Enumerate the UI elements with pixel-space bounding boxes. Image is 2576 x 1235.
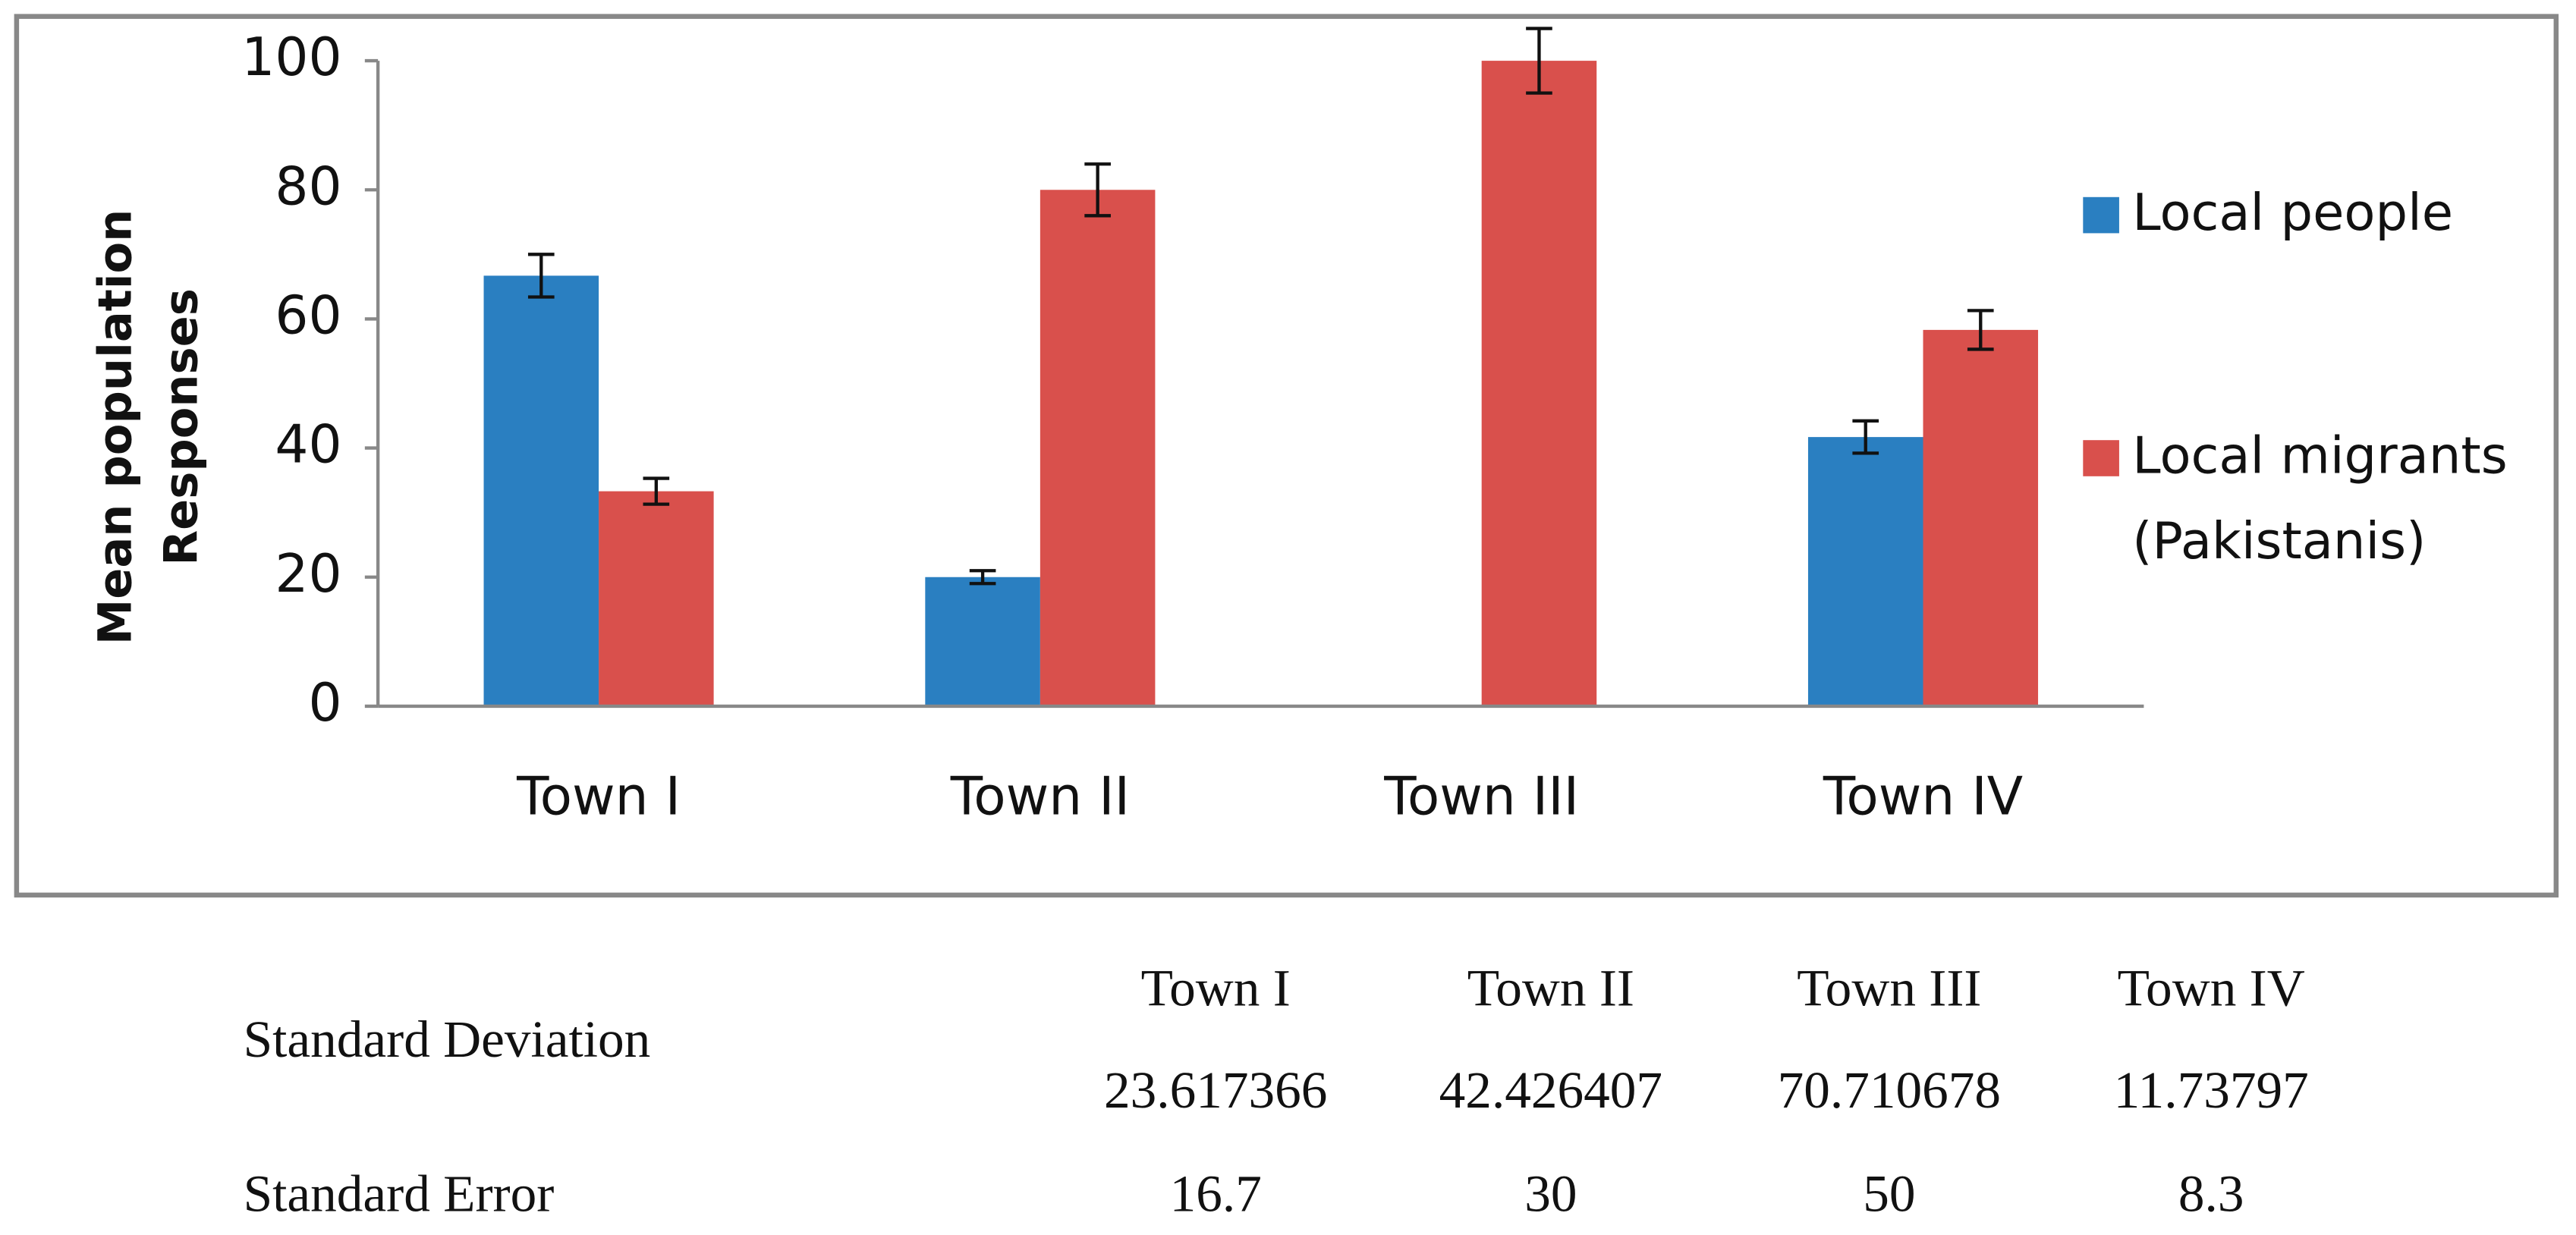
x-tick-label: Town I xyxy=(516,766,681,827)
x-tick-label: Town IV xyxy=(1823,766,2023,827)
legend-swatch xyxy=(2083,440,2119,476)
bar xyxy=(599,491,714,706)
error-bar xyxy=(527,253,555,299)
y-tick-label: 0 xyxy=(308,673,341,734)
bar xyxy=(1807,437,1923,706)
y-tick-label: 60 xyxy=(275,285,341,346)
legend-entry: Local people xyxy=(2132,184,2454,244)
bar xyxy=(1481,61,1597,706)
table-cell: 11.73797 xyxy=(2114,1061,2309,1119)
legend-label: Local migrants (Pakistanis) xyxy=(2132,426,2508,572)
table-cell: 70.710678 xyxy=(1778,1061,2001,1119)
y-axis-title-line: Mean population xyxy=(90,209,143,645)
table-row-label: Standard Deviation xyxy=(244,1010,651,1068)
table-header: Town I xyxy=(1141,959,1291,1017)
table-cell: 23.617366 xyxy=(1104,1061,1327,1119)
y-tick-label: 100 xyxy=(241,27,341,88)
bar xyxy=(1040,190,1156,706)
error-bar xyxy=(1526,27,1552,95)
legend-label: Local people xyxy=(2132,184,2454,244)
chart-frame xyxy=(14,14,2559,898)
table-row-label: Standard Error xyxy=(244,1164,555,1222)
table-cell: 42.426407 xyxy=(1439,1061,1662,1119)
x-tick-label: Town II xyxy=(950,766,1130,827)
table-header: Town II xyxy=(1467,959,1634,1017)
table-header: Town III xyxy=(1797,959,1981,1017)
y-tick-label: 20 xyxy=(275,544,341,605)
y-tick-label: 80 xyxy=(275,156,341,217)
error-bar xyxy=(643,476,670,506)
error-bar xyxy=(1967,309,1994,351)
table-cell: 30 xyxy=(1524,1164,1577,1222)
table-header: Town IV xyxy=(2118,959,2305,1017)
bar xyxy=(483,275,599,706)
x-tick-label: Town III xyxy=(1383,766,1579,827)
y-axis-title: Mean population Responses xyxy=(90,209,209,645)
error-bar xyxy=(969,569,996,586)
y-tick-label: 40 xyxy=(275,415,341,476)
y-axis-title-line: Responses xyxy=(155,288,208,565)
error-bar xyxy=(1084,162,1111,218)
legend-swatch xyxy=(2083,196,2119,234)
bar xyxy=(1923,329,2039,706)
error-bar xyxy=(1852,419,1879,455)
bar xyxy=(925,577,1040,706)
table-cell: 16.7 xyxy=(1170,1164,1262,1222)
legend-entry: Local migrants (Pakistanis) xyxy=(2132,426,2508,572)
table-cell: 50 xyxy=(1863,1164,1915,1222)
table-cell: 8.3 xyxy=(2178,1164,2244,1222)
